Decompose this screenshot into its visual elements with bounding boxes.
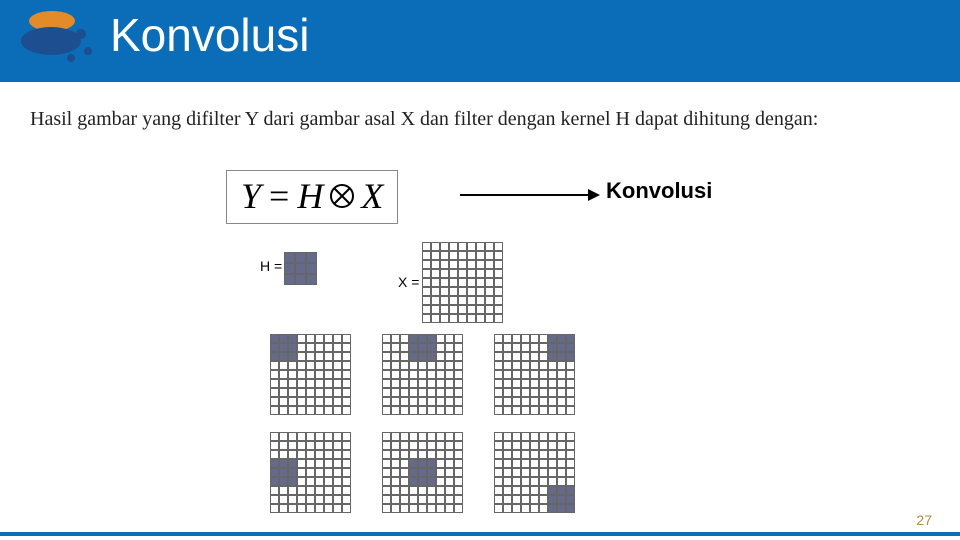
grid bbox=[382, 334, 463, 415]
grid bbox=[494, 334, 575, 415]
page-title: Konvolusi bbox=[110, 8, 309, 62]
H-label: H = bbox=[260, 258, 282, 274]
grid bbox=[284, 252, 317, 285]
grid bbox=[270, 334, 351, 415]
formula-Y: Y bbox=[241, 175, 261, 217]
logo bbox=[18, 6, 96, 66]
grid bbox=[422, 242, 503, 323]
arrow-icon bbox=[460, 188, 600, 198]
konvolusi-label: Konvolusi bbox=[606, 178, 712, 204]
X-label: X = bbox=[398, 274, 419, 290]
bottom-accent-line bbox=[0, 532, 960, 536]
formula-X: X bbox=[361, 175, 383, 217]
formula-box: Y = H X bbox=[226, 170, 398, 224]
page-number: 27 bbox=[916, 512, 932, 528]
grid bbox=[270, 432, 351, 513]
description-text: Hasil gambar yang difilter Y dari gambar… bbox=[30, 106, 930, 132]
grid bbox=[494, 432, 575, 513]
otimes-icon bbox=[329, 183, 355, 209]
formula-equals: = bbox=[269, 175, 289, 217]
formula-H: H bbox=[297, 175, 323, 217]
grid bbox=[382, 432, 463, 513]
